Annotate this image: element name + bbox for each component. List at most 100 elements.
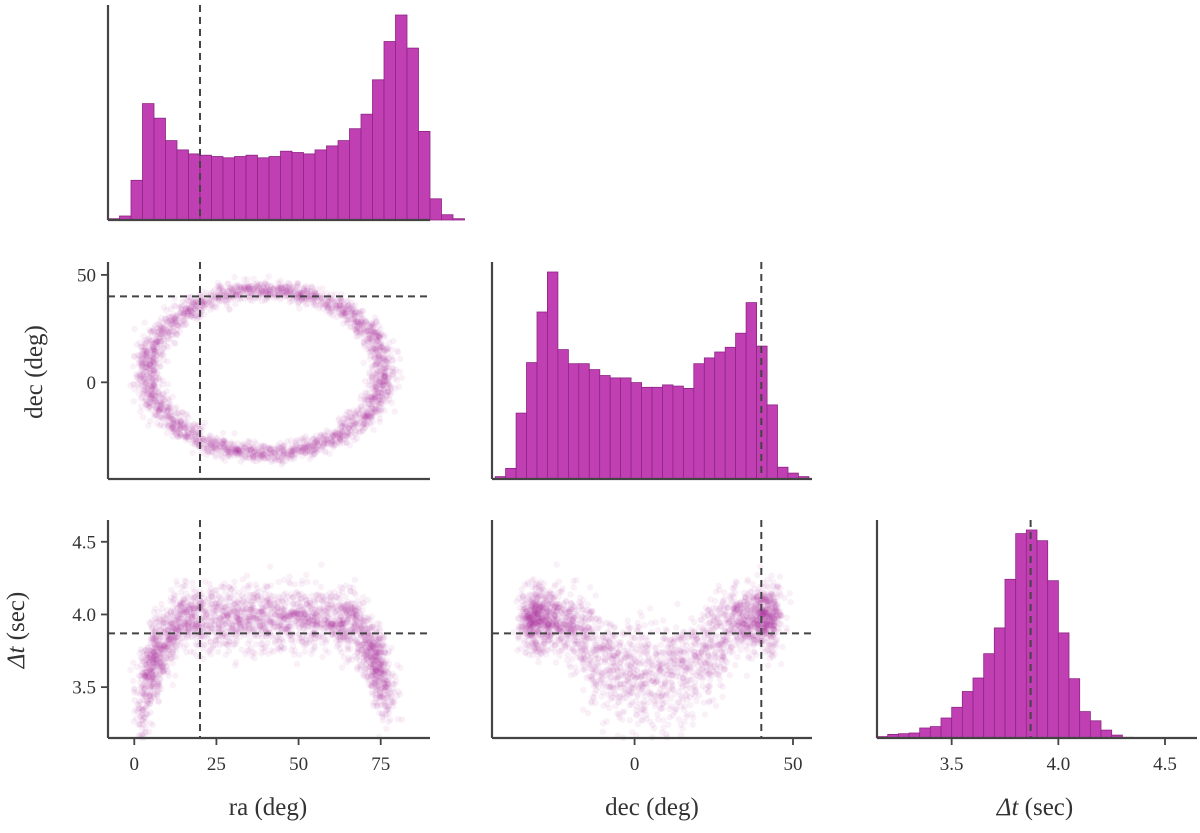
scatter-point-ra-dec: [315, 305, 322, 312]
scatter-point-ra-dec: [349, 306, 356, 313]
scatter-point-ra-dec: [148, 395, 155, 402]
scatter-point-ra-dec: [176, 425, 184, 432]
scatter-point-ra-dt: [383, 725, 390, 732]
scatter-point-ra-dec: [367, 332, 374, 339]
scatter-point-ra-dt: [379, 717, 386, 724]
scatter-point-ra-dec: [163, 342, 170, 349]
scatter-point-ra-dec: [322, 449, 329, 456]
scatter-point-ra-dec: [350, 424, 357, 431]
scatter-point-ra-dec: [165, 343, 172, 351]
scatter-point-ra-dec: [380, 372, 388, 380]
scatter-point-ra-dec: [187, 313, 195, 320]
scatter-point-ra-dec: [287, 287, 294, 294]
scatter-point-ra-dec: [377, 359, 385, 366]
scatter-point-ra-dec: [131, 381, 138, 388]
scatter-point-ra-dec: [277, 439, 284, 447]
scatter-point-ra-dec: [378, 360, 385, 367]
scatter-point-ra-dec: [149, 383, 156, 391]
scatter-point-ra-dt: [347, 587, 354, 595]
scatter-point-ra-dec: [274, 279, 281, 286]
scatter-point-ra-dec: [208, 301, 216, 308]
scatter-point-ra-dt: [189, 579, 196, 586]
scatter-point-ra-dec: [207, 432, 214, 440]
scatter-point-ra-dec: [147, 360, 154, 367]
scatter-point-ra-dec: [150, 325, 157, 332]
scatter-point-ra-dec: [229, 284, 236, 292]
scatter-point-ra-dec: [229, 288, 236, 295]
scatter-point-ra-dec: [304, 447, 311, 455]
scatter-point-ra-dec: [227, 449, 234, 456]
scatter-point-ra-dec: [363, 415, 370, 422]
scatter-point-ra-dec: [192, 440, 199, 447]
scatter-point-ra-dec: [151, 382, 158, 389]
scatter-point-ra-dec: [165, 402, 172, 410]
scatter-point-ra-dec: [182, 305, 189, 312]
scatter-point-ra-dt: [130, 659, 137, 666]
scatter-point-ra-dec: [251, 287, 258, 294]
scatter-point-ra-dec: [290, 450, 298, 457]
scatter-point-ra-dec: [385, 380, 392, 387]
scatter-point-ra-dec: [230, 441, 238, 448]
scatter-point-ra-dec: [286, 288, 293, 296]
scatter-point-ra-dec: [156, 318, 164, 325]
scatter-point-ra-dt: [173, 577, 180, 585]
scatter-point-ra-dec: [332, 305, 340, 312]
scatter-point-ra-dt: [258, 645, 265, 652]
scatter-point-ra-dt: [231, 578, 238, 585]
scatter-point-ra-dec: [238, 451, 245, 458]
scatter-point-ra-dec: [279, 459, 287, 466]
scatter-point-ra-dec: [143, 364, 150, 371]
scatter-point-ra-dec: [201, 419, 208, 426]
scatter-point-ra-dec: [362, 414, 369, 421]
scatter-point-ra-dec: [208, 297, 215, 305]
scatter-point-ra-dec: [153, 341, 161, 348]
scatter-point-ra-dec: [341, 420, 348, 427]
scatter-point-ra-dec: [144, 377, 151, 385]
scatter-point-ra-dec: [211, 303, 218, 310]
scatter-point-ra-dec: [375, 381, 383, 389]
scatter-point-ra-dec: [367, 329, 375, 336]
scatter-point-ra-dec: [176, 309, 184, 317]
scatter-point-ra-dec: [158, 400, 165, 407]
scatter-point-ra-dec: [377, 400, 384, 407]
scatter-point-ra-dec: [142, 368, 149, 375]
scatter-point-ra-dec: [258, 447, 265, 455]
scatter-point-ra-dt: [301, 611, 309, 618]
scatter-point-ra-dec: [322, 439, 329, 446]
scatter-point-ra-dec: [368, 364, 375, 371]
scatter-point-ra-dec: [152, 412, 159, 419]
scatter-point-ra-dec: [196, 304, 203, 311]
scatter-point-ra-dec: [281, 450, 288, 457]
scatter-point-ra-dec: [371, 362, 378, 369]
scatter-point-ra-dec: [332, 302, 339, 310]
scatter-point-ra-dec: [317, 434, 324, 441]
scatter-point-ra-dec: [274, 448, 281, 455]
scatter-point-ra-dt: [360, 594, 367, 601]
scatter-point-ra-dec: [284, 284, 291, 292]
scatter-point-ra-dt: [318, 561, 325, 568]
scatter-point-ra-dt: [182, 590, 190, 597]
scatter-point-ra-dec: [312, 299, 319, 306]
scatter-point-ra-dec: [345, 425, 352, 432]
scatter-point-ra-dec: [196, 425, 203, 433]
scatter-point-ra-dec: [219, 438, 227, 445]
scatter-point-ra-dec: [140, 333, 147, 340]
scatter-point-ra-dec: [206, 435, 213, 442]
scatter-point-ra-dt: [169, 681, 176, 689]
scatter-point-ra-dec: [360, 415, 367, 423]
scatter-point-ra-dec: [355, 420, 362, 427]
scatter-point-ra-dec: [336, 430, 343, 438]
scatter-point-ra-dec: [159, 325, 167, 333]
scatter-point-ra-dec: [346, 414, 353, 421]
scatter-point-ra-dec: [179, 298, 187, 305]
scatter-point-ra-dec: [375, 400, 382, 407]
scatter-point-ra-dec: [374, 329, 381, 336]
scatter-point-ra-dec: [246, 282, 254, 290]
scatter-point-ra-dec: [162, 315, 169, 322]
scatter-point-ra-dec: [323, 427, 330, 434]
scatter-point-ra-dec: [339, 312, 346, 319]
scatter-point-ra-dec: [163, 403, 170, 410]
scatter-point-ra-dec: [369, 373, 376, 380]
scatter-point-ra-dec: [379, 372, 386, 379]
scatter-point-ra-dec: [178, 409, 186, 416]
